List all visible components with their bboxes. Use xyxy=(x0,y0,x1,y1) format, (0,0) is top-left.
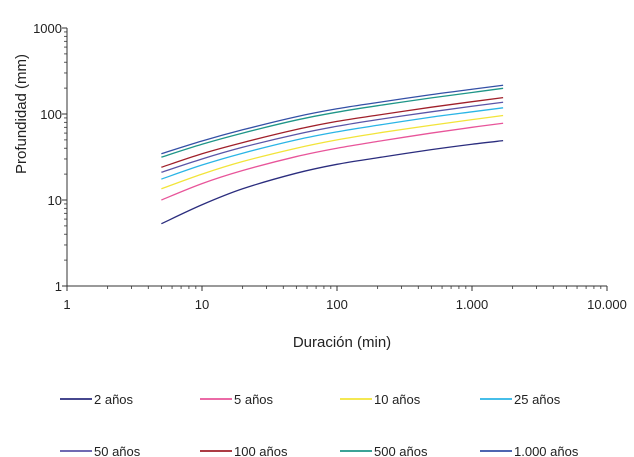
x-tick-label: 1.000 xyxy=(456,297,489,312)
y-axis: 1 10 100 1000 xyxy=(33,21,67,294)
series-line-6 xyxy=(161,96,504,168)
legend-item: 1.000 años xyxy=(480,444,579,457)
legend-label: 100 años xyxy=(234,444,288,457)
legend-item: 10 años xyxy=(340,392,421,407)
x-tick-label: 1 xyxy=(63,297,70,312)
x-axis-title: Duración (min) xyxy=(293,334,391,351)
series-line-8 xyxy=(161,84,504,155)
legend-item: 500 años xyxy=(340,444,428,457)
x-axis: 1 10 100 1.000 10.000 xyxy=(63,286,627,312)
legend-item: 25 años xyxy=(480,392,561,407)
y-tick-label: 1 xyxy=(55,279,62,294)
legend-item: 5 años xyxy=(200,392,274,407)
series-line-2 xyxy=(161,122,504,201)
series-line-1 xyxy=(161,139,504,225)
series-line-3 xyxy=(161,114,504,190)
series-line-7 xyxy=(161,87,504,158)
x-tick-label: 10 xyxy=(195,297,209,312)
legend: 2 años 5 años 10 años 25 años 50 años 100 año… xyxy=(60,392,579,457)
series-line-5 xyxy=(161,101,504,173)
y-tick-label: 1000 xyxy=(33,21,62,36)
legend-label: 500 años xyxy=(374,444,428,457)
legend-label: 50 años xyxy=(94,444,141,457)
y-tick-label: 10 xyxy=(48,193,62,208)
y-axis-title: Profundidad (mm) xyxy=(13,54,30,174)
legend-label: 2 años xyxy=(94,392,134,407)
plot-frame xyxy=(66,28,607,287)
legend-label: 1.000 años xyxy=(514,444,579,457)
legend-label: 5 años xyxy=(234,392,274,407)
legend-label: 25 años xyxy=(514,392,561,407)
series-line-4 xyxy=(161,107,504,180)
legend-item: 50 años xyxy=(60,444,141,457)
legend-item: 100 años xyxy=(200,444,288,457)
series-lines xyxy=(161,84,504,225)
legend-label: 10 años xyxy=(374,392,421,407)
x-tick-label: 100 xyxy=(326,297,348,312)
y-tick-label: 100 xyxy=(40,107,62,122)
x-tick-label: 10.000 xyxy=(587,297,627,312)
legend-item: 2 años xyxy=(60,392,134,407)
